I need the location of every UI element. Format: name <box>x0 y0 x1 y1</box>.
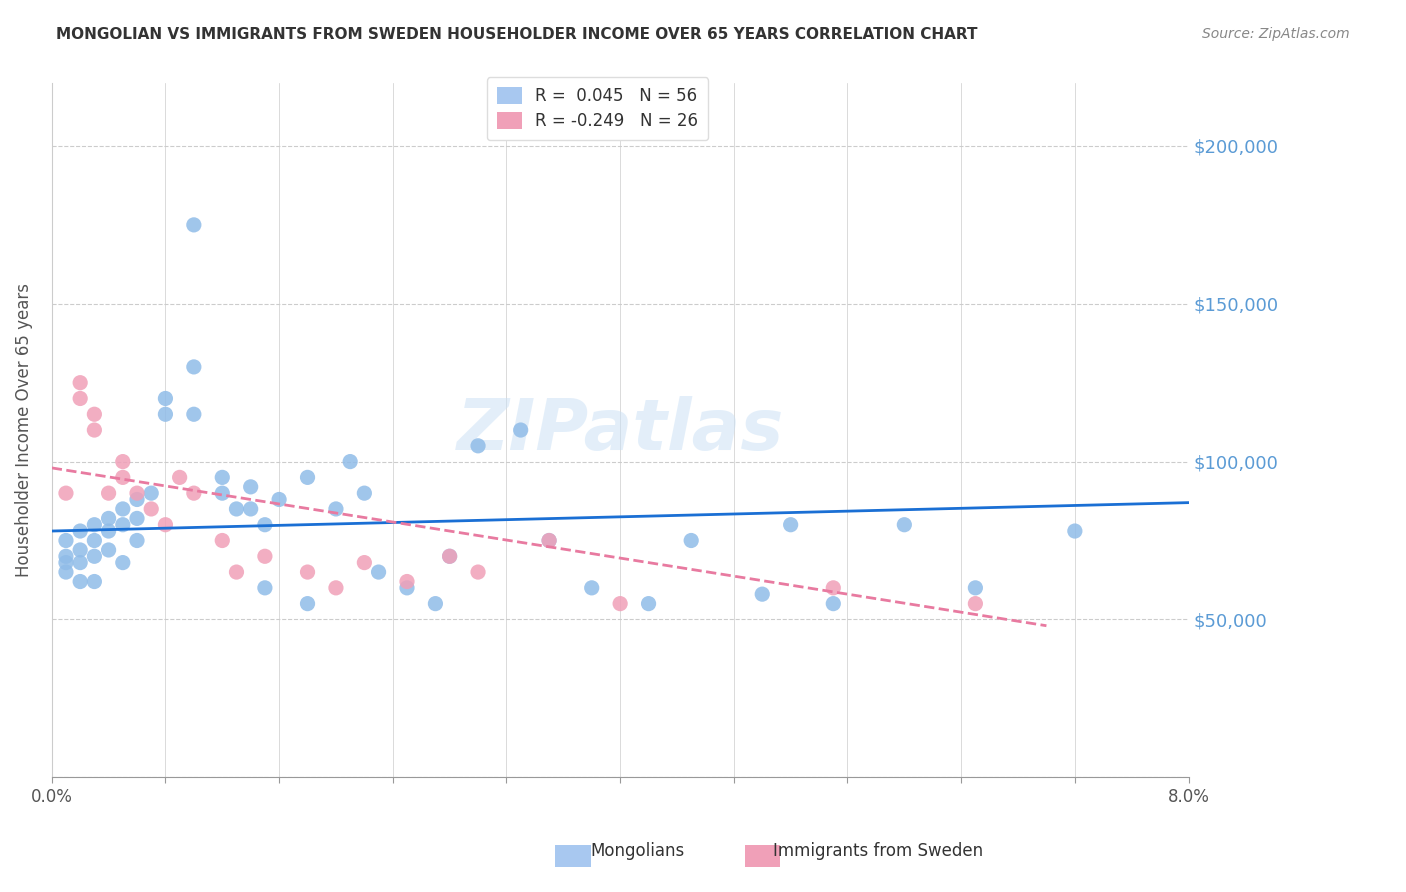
Point <box>69 543 91 558</box>
Legend: R =  0.045   N = 56, R = -0.249   N = 26: R = 0.045 N = 56, R = -0.249 N = 26 <box>486 78 709 140</box>
Point <box>439 549 461 564</box>
Point <box>183 218 205 232</box>
Point <box>97 486 120 500</box>
Point <box>239 480 262 494</box>
Point <box>183 486 205 500</box>
Point <box>325 502 347 516</box>
Point <box>253 517 276 532</box>
Point <box>55 549 77 564</box>
Point <box>395 574 418 589</box>
Point <box>609 597 631 611</box>
Point <box>297 470 319 484</box>
Point <box>83 574 105 589</box>
Point <box>183 359 205 374</box>
Point <box>339 454 361 468</box>
Point <box>425 597 447 611</box>
Point <box>97 524 120 538</box>
Point <box>55 556 77 570</box>
Point <box>637 597 659 611</box>
Point <box>125 492 148 507</box>
Point <box>353 486 375 500</box>
Point <box>97 511 120 525</box>
Point <box>83 517 105 532</box>
Point <box>125 533 148 548</box>
Point <box>83 423 105 437</box>
Point <box>155 392 177 406</box>
Point <box>353 556 375 570</box>
Point <box>155 517 177 532</box>
Point <box>155 407 177 421</box>
Point <box>97 543 120 558</box>
Point <box>225 502 247 516</box>
Point <box>823 597 845 611</box>
Point <box>141 502 163 516</box>
Point <box>269 492 291 507</box>
Point <box>211 533 233 548</box>
Text: Immigrants from Sweden: Immigrants from Sweden <box>773 842 983 860</box>
Point <box>111 556 134 570</box>
Point <box>779 517 801 532</box>
Point <box>509 423 531 437</box>
Point <box>467 439 489 453</box>
Point <box>125 511 148 525</box>
Point <box>55 533 77 548</box>
Point <box>169 470 191 484</box>
Point <box>211 486 233 500</box>
Point <box>69 392 91 406</box>
Point <box>111 517 134 532</box>
Point <box>69 556 91 570</box>
Point <box>965 597 987 611</box>
Point <box>83 407 105 421</box>
Point <box>253 581 276 595</box>
Point <box>69 376 91 390</box>
Text: ZIPatlas: ZIPatlas <box>457 395 783 465</box>
Point <box>55 486 77 500</box>
Point <box>751 587 773 601</box>
Point <box>325 581 347 595</box>
Point <box>439 549 461 564</box>
Point <box>467 565 489 579</box>
Point <box>893 517 915 532</box>
Point <box>395 581 418 595</box>
Point <box>297 565 319 579</box>
Point <box>965 581 987 595</box>
Point <box>83 549 105 564</box>
Point <box>367 565 389 579</box>
Point <box>55 565 77 579</box>
Y-axis label: Householder Income Over 65 years: Householder Income Over 65 years <box>15 283 32 577</box>
Point <box>69 524 91 538</box>
Text: Mongolians: Mongolians <box>591 842 685 860</box>
Point <box>681 533 703 548</box>
Text: MONGOLIAN VS IMMIGRANTS FROM SWEDEN HOUSEHOLDER INCOME OVER 65 YEARS CORRELATION: MONGOLIAN VS IMMIGRANTS FROM SWEDEN HOUS… <box>56 27 977 42</box>
Point <box>111 454 134 468</box>
Point <box>538 533 561 548</box>
Point <box>111 502 134 516</box>
Point <box>211 470 233 484</box>
Point <box>239 502 262 516</box>
Point <box>83 533 105 548</box>
Point <box>253 549 276 564</box>
Point <box>225 565 247 579</box>
Point <box>141 486 163 500</box>
Point <box>183 407 205 421</box>
Text: Source: ZipAtlas.com: Source: ZipAtlas.com <box>1202 27 1350 41</box>
Point <box>538 533 561 548</box>
Point <box>297 597 319 611</box>
Point <box>1063 524 1085 538</box>
Point <box>69 574 91 589</box>
Point <box>111 470 134 484</box>
Point <box>823 581 845 595</box>
Point <box>125 486 148 500</box>
Point <box>581 581 603 595</box>
